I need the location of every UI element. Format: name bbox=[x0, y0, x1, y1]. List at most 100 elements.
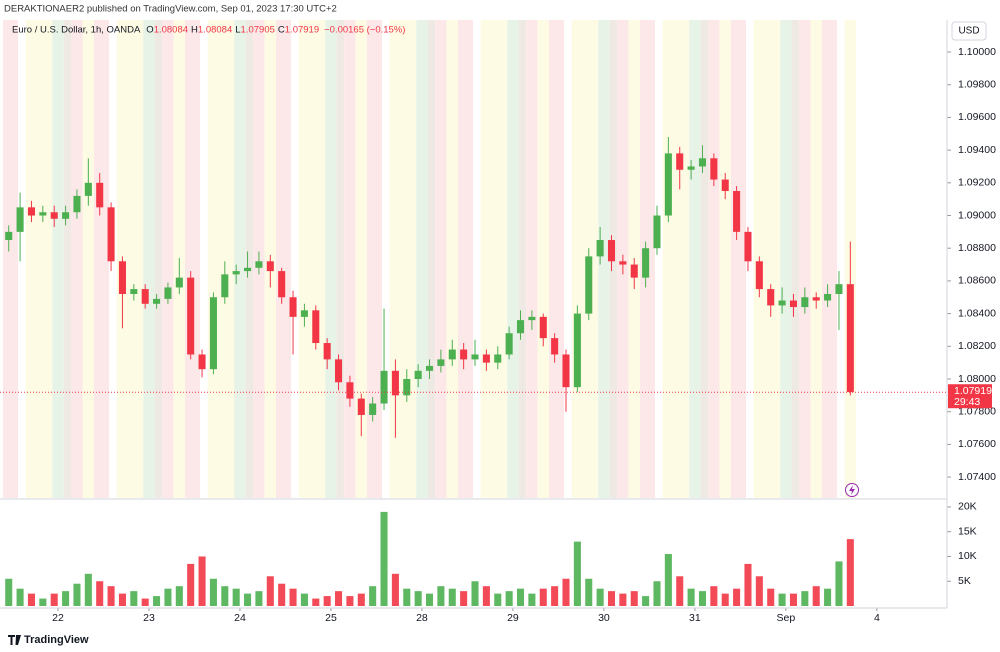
volume-bar bbox=[5, 578, 13, 606]
candle-body bbox=[266, 261, 274, 272]
volume-bar bbox=[118, 593, 126, 606]
symbol: Euro / U.S. Dollar, 1h, OANDA bbox=[12, 25, 141, 36]
y-tick-label: 1.08600 bbox=[958, 275, 996, 287]
candle-body bbox=[767, 289, 775, 306]
volume-bar bbox=[62, 591, 70, 606]
candle-body bbox=[425, 365, 434, 371]
logo bbox=[8, 635, 21, 645]
volume-bar bbox=[50, 593, 58, 606]
ohlc-key: O bbox=[146, 25, 153, 36]
session-band bbox=[571, 20, 599, 498]
session-band bbox=[162, 20, 174, 498]
y-tick-label: 1.09800 bbox=[958, 79, 996, 91]
volume-bar bbox=[232, 588, 240, 606]
volume-bar bbox=[607, 591, 616, 606]
candle-body bbox=[653, 215, 661, 249]
volume-bar bbox=[289, 588, 297, 606]
volume-bar bbox=[323, 596, 331, 606]
footer-brand: TradingView bbox=[24, 634, 89, 646]
candle-body bbox=[528, 316, 536, 321]
volume-bar bbox=[676, 576, 684, 606]
x-tick-label: 25 bbox=[325, 612, 337, 624]
volume-bar bbox=[562, 578, 570, 606]
candle-body bbox=[733, 190, 741, 232]
candle-body bbox=[755, 261, 763, 290]
session-band bbox=[336, 20, 345, 498]
session-band bbox=[526, 20, 538, 498]
volume-bar bbox=[619, 593, 627, 606]
candle-body bbox=[244, 267, 252, 272]
candle-body bbox=[414, 370, 422, 379]
candle-body bbox=[516, 320, 525, 334]
session-band bbox=[382, 20, 390, 498]
candle-body bbox=[846, 284, 854, 393]
candle-body bbox=[710, 158, 718, 180]
session-band bbox=[71, 20, 83, 498]
volume-bar bbox=[244, 593, 252, 606]
candle-body bbox=[687, 166, 695, 170]
candle-body bbox=[607, 240, 616, 262]
candle-body bbox=[585, 256, 593, 314]
candle-body bbox=[118, 261, 126, 294]
y-tick-label: 1.08800 bbox=[958, 242, 996, 254]
volume-bar bbox=[39, 598, 47, 606]
volume-bar bbox=[27, 593, 35, 606]
volume-bar bbox=[687, 588, 695, 606]
volume-bar bbox=[84, 573, 92, 606]
candle-body bbox=[778, 300, 786, 306]
candle-body bbox=[448, 349, 456, 360]
ohlc-value: 1.07919 bbox=[285, 25, 319, 36]
session-band bbox=[94, 20, 110, 498]
session-band bbox=[689, 20, 701, 498]
session-band bbox=[708, 20, 720, 498]
candle-body bbox=[255, 261, 263, 268]
session-band bbox=[564, 20, 572, 498]
volume-bar bbox=[141, 598, 149, 606]
candle-body bbox=[335, 359, 343, 383]
currency[interactable]: USD bbox=[958, 26, 979, 37]
volume-bar bbox=[187, 563, 195, 606]
x-tick-label: 23 bbox=[143, 612, 155, 624]
volume-bar bbox=[721, 593, 729, 606]
volume-bar bbox=[516, 588, 525, 606]
ohlc-key: C bbox=[278, 25, 285, 36]
y-tick-label: 1.09200 bbox=[958, 177, 996, 189]
session-band bbox=[245, 20, 254, 498]
volume-bar bbox=[107, 586, 115, 606]
session-band bbox=[446, 20, 458, 498]
volume-bar bbox=[221, 586, 229, 606]
x-tick-label: Sep bbox=[777, 612, 796, 624]
session-band bbox=[821, 20, 838, 498]
volume-bar bbox=[653, 581, 661, 606]
volume-bar bbox=[767, 588, 775, 606]
candle-body bbox=[642, 248, 650, 278]
currency-button[interactable] bbox=[951, 21, 987, 41]
x-tick-label: 22 bbox=[52, 612, 64, 624]
session-band bbox=[82, 20, 95, 498]
session-band bbox=[837, 20, 845, 498]
plot bbox=[0, 51, 951, 611]
y-tick-label: 1.10000 bbox=[958, 46, 996, 58]
countdown: 29:43 bbox=[954, 396, 980, 408]
candle-body bbox=[5, 231, 13, 241]
candle-body bbox=[300, 310, 308, 317]
candle-body bbox=[482, 354, 490, 363]
candle-body bbox=[596, 240, 604, 257]
volume-bar bbox=[346, 596, 354, 606]
candle-body bbox=[232, 271, 240, 275]
ohlc-key: H bbox=[191, 25, 198, 36]
session-band bbox=[753, 20, 781, 498]
session-band bbox=[200, 20, 208, 498]
session-band bbox=[810, 20, 822, 498]
ohlc-value: 1.08084 bbox=[198, 25, 232, 36]
y-tick-label: 1.08000 bbox=[958, 373, 996, 385]
session-band bbox=[298, 20, 326, 498]
candle-body bbox=[630, 264, 638, 278]
ohlc-legend: O 1.08084 H 1.08084 L 1.07905 C 1.07919 −0.00165… bbox=[146, 25, 405, 36]
candle-body bbox=[153, 298, 161, 304]
x-tick-label: 29 bbox=[507, 612, 519, 624]
session-band bbox=[480, 20, 508, 498]
y-tick-label: 1.08400 bbox=[958, 307, 996, 319]
candle-body bbox=[84, 182, 92, 196]
volume-bar bbox=[380, 511, 388, 606]
